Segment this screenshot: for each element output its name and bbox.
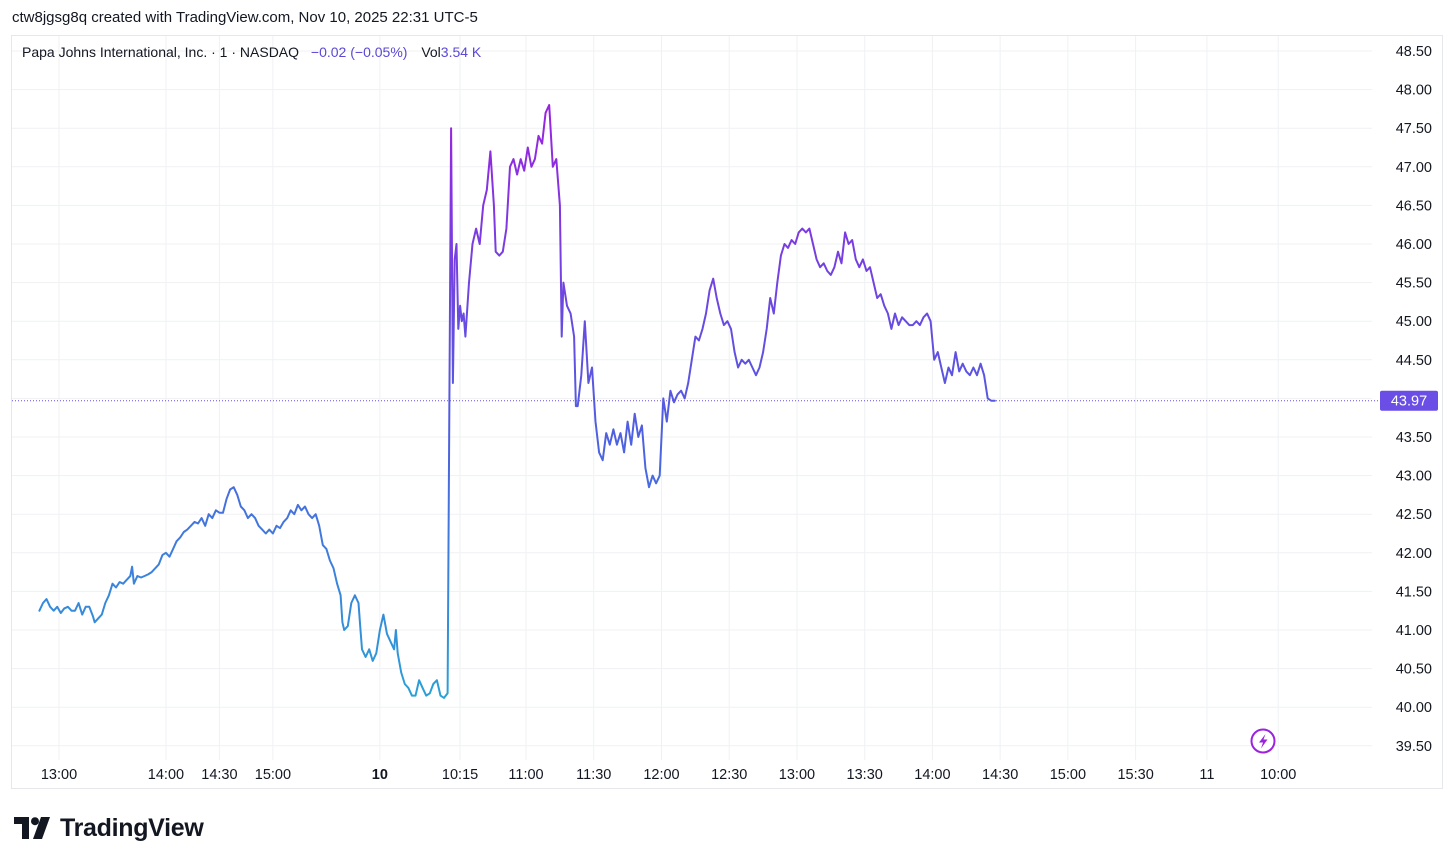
chart-grid [12, 36, 1372, 760]
y-tick-label: 40.00 [1396, 700, 1432, 716]
brand-name: TradingView [60, 813, 204, 842]
x-tick-label: 13:00 [41, 767, 77, 783]
y-tick-label: 40.50 [1396, 662, 1432, 678]
x-tick-label: 11:30 [576, 767, 611, 783]
x-tick-label: 10:15 [442, 767, 478, 783]
y-tick-label: 45.00 [1396, 314, 1432, 330]
x-tick-label: 12:00 [643, 767, 679, 783]
y-tick-label: 48.50 [1396, 44, 1432, 60]
volume-value: 3.54 K [440, 44, 482, 60]
y-tick-label: 42.50 [1396, 507, 1432, 523]
y-tick-label: 43.50 [1396, 430, 1432, 446]
x-tick-label: 14:30 [982, 767, 1018, 783]
y-tick-label: 43.00 [1396, 469, 1432, 485]
x-tick-label: 11:00 [508, 767, 543, 783]
y-tick-label: 41.50 [1396, 584, 1432, 600]
lightning-icon[interactable] [1250, 728, 1276, 754]
last-price-label: 43.97 [1380, 390, 1438, 411]
x-tick-label: 14:30 [201, 767, 237, 783]
y-tick-label: 39.50 [1396, 739, 1432, 755]
y-tick-label: 47.00 [1396, 160, 1432, 176]
y-tick-label: 46.00 [1396, 237, 1432, 253]
x-tick-label: 13:30 [847, 767, 883, 783]
x-tick-label: 15:30 [1117, 767, 1153, 783]
chart-legend: Papa Johns International, Inc. · 1 · NAS… [22, 44, 481, 60]
y-tick-label: 47.50 [1396, 121, 1432, 137]
x-tick-label: 12:30 [711, 767, 747, 783]
x-tick-label: 11 [1199, 767, 1214, 783]
last-price-value: 43.97 [1391, 394, 1427, 410]
y-tick-label: 42.00 [1396, 546, 1432, 562]
tradingview-logo-icon [14, 817, 50, 839]
volume-label: Vol [421, 44, 441, 60]
symbol-title: Papa Johns International, Inc. · 1 · NAS… [22, 44, 300, 60]
x-tick-label: 10:00 [1260, 767, 1296, 783]
time-axis: 13:00 14:00 14:30 15:00 10 10:15 11:00 11:30 12:… [41, 767, 1297, 783]
tradingview-brand[interactable]: TradingView [14, 813, 204, 843]
price-change: −0.02 (−0.05%) [310, 44, 408, 60]
x-tick-label: 15:00 [1050, 767, 1086, 783]
x-tick-label: 14:00 [914, 767, 950, 783]
price-series-line [38, 104, 996, 699]
x-tick-label: 13:00 [779, 767, 815, 783]
y-tick-label: 48.00 [1396, 83, 1432, 99]
y-tick-label: 46.50 [1396, 198, 1432, 214]
x-tick-label: 10 [372, 767, 388, 783]
x-tick-label: 14:00 [148, 767, 184, 783]
y-tick-label: 44.50 [1396, 353, 1432, 369]
y-tick-label: 45.50 [1396, 276, 1432, 292]
y-tick-label: 41.00 [1396, 623, 1432, 639]
chart-caption: ctw8jgsg8q created with TradingView.com,… [12, 9, 478, 26]
chart-frame [11, 35, 1443, 789]
x-tick-label: 15:00 [255, 767, 291, 783]
